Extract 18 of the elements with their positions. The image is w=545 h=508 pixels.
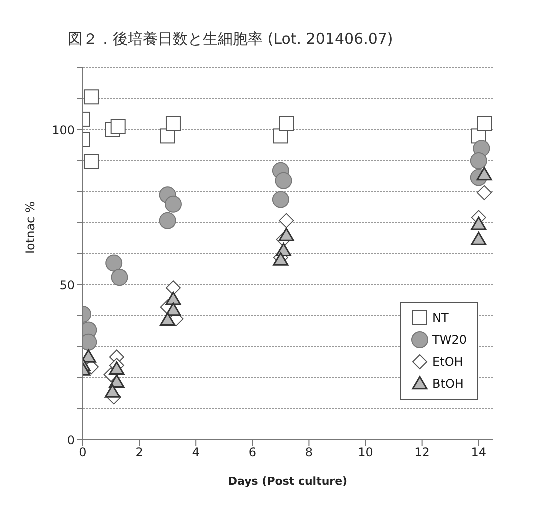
x-tick-label: 0 [79,446,87,460]
chart-title: 図２．後培養日数と生細胞率 (Lot. 201406.07) [68,30,394,49]
x-tick-label: 6 [248,446,256,460]
x-tick-label: 12 [414,446,430,460]
x-tick-label: 4 [192,446,200,460]
y-tick-label: 50 [60,278,75,292]
legend-label: TW20 [432,333,467,347]
x-tick-label: 8 [305,446,314,460]
x-tick-label: 14 [471,446,487,460]
legend-label: BtOH [432,377,464,391]
legend-label: NT [432,311,449,325]
y-tick-label: 100 [52,123,75,138]
x-tick-label: 2 [136,446,144,460]
x-tick-label: 10 [358,446,374,460]
y-axis-title: Iotnac % [23,202,38,254]
legend-label: EtOH [432,355,464,369]
x-axis-title: Days (Post culture) [228,475,348,488]
y-tick-label: 0 [67,433,75,448]
